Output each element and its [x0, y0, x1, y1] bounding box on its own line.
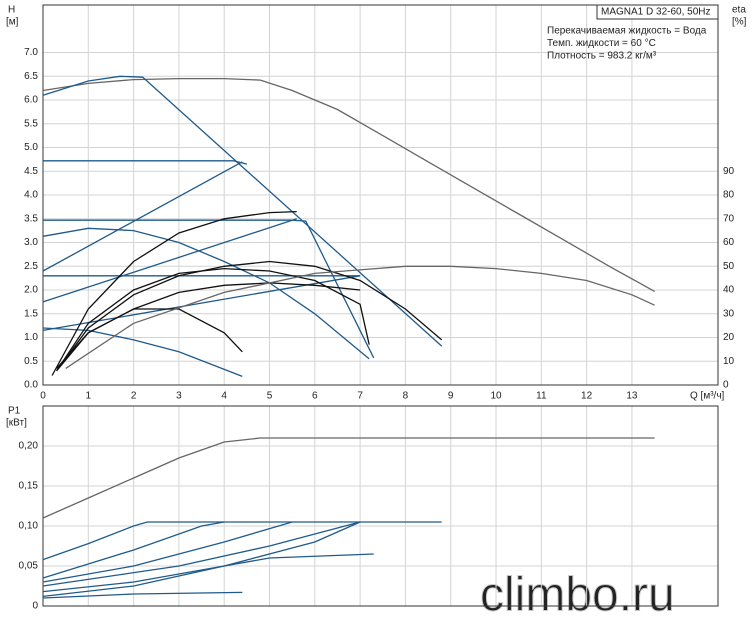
y-tick-label: 5.5 [24, 118, 38, 129]
curve [42, 521, 225, 579]
y-tick-label: 4.5 [24, 166, 38, 177]
curve [43, 219, 375, 359]
y2-tick-label: 80 [723, 190, 735, 201]
y-tick-label: 0.0 [24, 380, 38, 391]
annotation: Темп. жидкости = 60 °C [547, 38, 656, 49]
y2-tick-label: 30 [723, 308, 735, 319]
y2-tick-label: 0 [723, 380, 729, 391]
x-tick-label: 2 [131, 391, 137, 402]
y2-tick-label: 90 [723, 166, 735, 177]
curve [56, 267, 370, 372]
x-tick-label: 8 [403, 391, 409, 402]
curve [42, 227, 370, 360]
curve [42, 75, 443, 347]
y-tick-label: 3.5 [24, 213, 38, 224]
curve [42, 591, 243, 599]
curve [42, 521, 293, 583]
x-tick-label: 6 [312, 391, 318, 402]
x-tick-label: 5 [267, 391, 273, 402]
x-tick-label: 9 [448, 391, 454, 402]
y-tick-label: 2.5 [24, 261, 38, 272]
y-axis-label: H [8, 5, 15, 16]
curve [42, 521, 361, 587]
y2-tick-label: 20 [723, 332, 735, 343]
x-axis-label: Q [м³/ч] [690, 391, 725, 402]
x-tick-label: 1 [86, 391, 92, 402]
y-tick-label: 1.0 [24, 332, 38, 343]
curve [65, 265, 655, 369]
x-tick-label: 11 [536, 391, 547, 402]
y-tick-label: 0,10 [19, 521, 39, 532]
title-box [596, 4, 719, 20]
y2-axis-label: eta [732, 5, 746, 16]
y-tick-label: 7.0 [24, 47, 38, 58]
x-tick-label: 4 [221, 391, 227, 402]
y2-tick-label: 10 [723, 356, 735, 367]
annotation: Плотность = 983.2 кг/м³ [547, 51, 657, 62]
curve [56, 282, 361, 372]
y2-axis-unit: [%] [732, 17, 747, 28]
x-tick-label: 10 [490, 391, 502, 402]
y-tick-label: 0,05 [19, 561, 39, 572]
annotation: Перекачиваемая жидкость = Вода [547, 26, 707, 37]
y-tick-label: 2.0 [24, 285, 38, 296]
x-tick-label: 12 [581, 391, 593, 402]
y2-tick-label: 60 [723, 237, 735, 248]
curve [43, 160, 248, 165]
curve [56, 260, 443, 372]
x-tick-label: 7 [357, 391, 363, 402]
y-tick-label: 3.0 [24, 237, 38, 248]
y2-tick-label: 50 [723, 261, 735, 272]
y-axis-label: P1 [8, 406, 21, 417]
y-axis-unit: [м] [6, 17, 19, 28]
curve [42, 327, 243, 378]
curve [42, 218, 297, 303]
curve [51, 210, 297, 376]
y-axis-unit: [кВт] [6, 418, 27, 429]
y-tick-label: 0,20 [19, 441, 39, 452]
chart-title: MAGNA1 D 32-60, 50Hz [601, 7, 711, 18]
y-tick-label: 4.0 [24, 190, 38, 201]
x-tick-label: 13 [626, 391, 638, 402]
y-tick-label: 6.5 [24, 71, 38, 82]
watermark: climbo.ru [480, 569, 675, 621]
x-tick-label: 0 [40, 391, 46, 402]
plot-frame [42, 4, 719, 386]
curve [42, 521, 361, 598]
y-tick-label: 0,15 [19, 481, 39, 492]
curve [42, 77, 655, 292]
curve [42, 161, 243, 272]
y-tick-label: 1.5 [24, 308, 38, 319]
y-tick-label: 6.0 [24, 95, 38, 106]
curve [42, 437, 655, 519]
y-tick-label: 5.0 [24, 142, 38, 153]
y-tick-label: 0 [32, 601, 38, 612]
y2-tick-label: 40 [723, 285, 735, 296]
x-tick-label: 3 [176, 391, 182, 402]
y-tick-label: 0.5 [24, 356, 38, 367]
plot-frame [42, 405, 719, 607]
curve [42, 521, 442, 561]
y2-tick-label: 70 [723, 213, 735, 224]
